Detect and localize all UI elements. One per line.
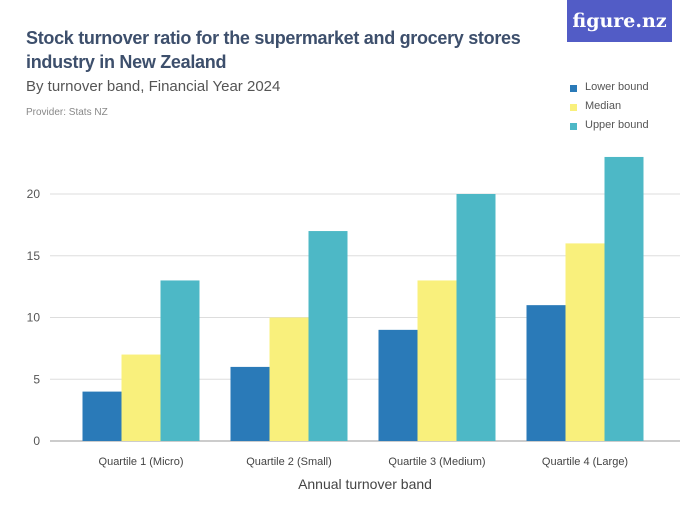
y-tick-label: 20 — [27, 187, 41, 201]
figure-nz-logo[interactable]: figure.nz — [567, 0, 672, 42]
bar — [82, 391, 122, 441]
y-tick-label: 5 — [33, 372, 40, 386]
legend-label: Lower bound — [585, 80, 649, 93]
legend-swatch — [570, 104, 577, 111]
x-tick-label: Quartile 1 (Micro) — [99, 456, 184, 468]
legend: Lower bound Median Upper bound — [570, 77, 649, 134]
y-tick-label: 15 — [27, 249, 41, 263]
x-tick-label: Quartile 2 (Small) — [246, 456, 332, 468]
provider-label: Provider: Stats NZ — [26, 107, 108, 118]
chart-title: Stock turnover ratio for the supermarket… — [26, 28, 521, 72]
bar — [565, 243, 605, 441]
bar — [378, 329, 418, 441]
bar — [456, 194, 496, 441]
bar — [604, 156, 644, 441]
chart-subtitle: By turnover band, Financial Year 2024 — [26, 78, 281, 95]
legend-item: Upper bound — [570, 115, 649, 134]
bar — [308, 231, 348, 441]
bar — [417, 280, 457, 441]
bar — [160, 280, 200, 441]
bar — [230, 366, 270, 441]
x-tick-label: Quartile 3 (Medium) — [388, 456, 485, 468]
y-tick-label: 0 — [33, 434, 40, 448]
bar — [269, 317, 309, 441]
legend-label: Upper bound — [585, 118, 649, 131]
y-tick-label: 10 — [27, 311, 41, 325]
x-axis-label: Annual turnover band — [298, 476, 432, 492]
x-tick-label: Quartile 4 (Large) — [542, 456, 628, 468]
legend-swatch — [570, 123, 577, 130]
legend-swatch — [570, 85, 577, 92]
legend-label: Median — [585, 99, 622, 112]
legend-item: Lower bound — [570, 77, 649, 96]
bar — [121, 354, 161, 441]
legend-item: Median — [570, 96, 649, 115]
bar — [526, 305, 566, 441]
